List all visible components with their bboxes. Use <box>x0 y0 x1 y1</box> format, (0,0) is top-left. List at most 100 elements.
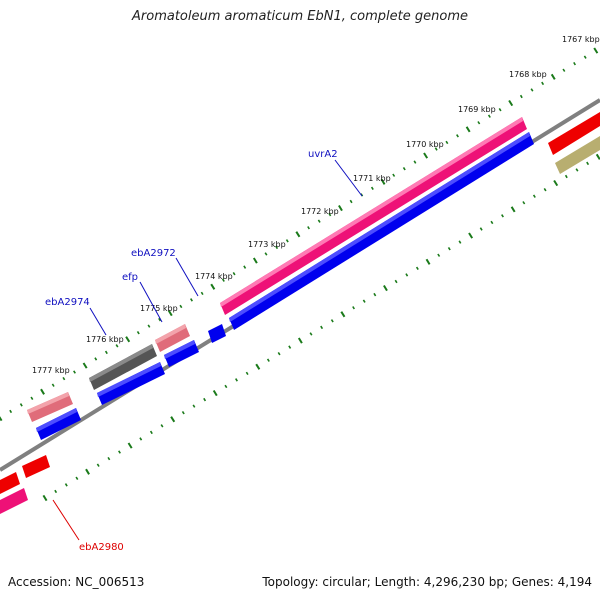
gene-uvrA2[interactable] <box>220 117 527 315</box>
inner-track-tick <box>160 424 164 428</box>
inner-track-tick <box>54 489 58 494</box>
tick-label: 1773 kbp <box>248 240 286 249</box>
inner-track-tick <box>224 384 228 389</box>
inner-track-tick <box>277 351 281 356</box>
outer-track-tick <box>434 147 438 151</box>
inner-track-tick <box>373 292 377 297</box>
gene-olive-top-right[interactable] <box>555 136 600 174</box>
inner-track-tick <box>458 240 462 244</box>
outer-track-tick <box>210 283 216 290</box>
outer-track-tick <box>295 231 301 238</box>
inner-track-tick <box>340 311 346 318</box>
outer-track-tick <box>380 178 386 185</box>
gene-magenta-edge[interactable] <box>0 488 28 514</box>
gene-blue-3[interactable] <box>97 362 165 405</box>
reverse-strand-genes <box>36 132 534 440</box>
callout-line-ebA2974 <box>89 307 107 336</box>
inner-track-tick <box>425 258 431 265</box>
inner-track-tick <box>564 174 568 179</box>
outer-track-tick <box>317 219 321 223</box>
outer-track-tick <box>104 350 108 355</box>
outer-track-tick <box>508 99 514 107</box>
outer-track-tick <box>498 107 502 112</box>
inner-track-tick <box>394 279 398 284</box>
gene-label-uvrA2[interactable]: uvrA2 <box>308 149 338 160</box>
outer-track-tick <box>413 160 417 164</box>
outer-track-tick <box>167 309 173 317</box>
inner-track-tick <box>297 337 303 344</box>
tick-label: 1772 kbp <box>301 207 339 216</box>
inner-track-tick <box>352 306 355 310</box>
gene-red-edge[interactable] <box>0 472 20 494</box>
gene-label-ebA2980[interactable]: ebA2980 <box>79 542 124 553</box>
gene-blue-4[interactable] <box>36 408 81 440</box>
gene-blue-4-shade <box>36 408 77 432</box>
inner-track-tick <box>362 299 366 303</box>
inner-track-tick <box>212 389 218 397</box>
gene-blue-2[interactable] <box>164 340 199 367</box>
inner-track-tick <box>255 363 261 370</box>
outer-track-tick <box>264 252 268 256</box>
outer-track-tick <box>285 239 289 243</box>
outer-track-tick <box>73 370 76 374</box>
inner-track-tick <box>309 332 313 336</box>
inner-tick-track <box>42 153 600 502</box>
outer-track-tick <box>530 88 534 92</box>
callout-line-ebA2980 <box>52 499 80 541</box>
outer-track-tick <box>94 357 98 361</box>
gene-label-ebA2972[interactable]: ebA2972 <box>131 248 176 259</box>
outer-track-tick <box>115 344 119 348</box>
tick-labels: 1767 kbp 1768 kbp 1769 kbp 1770 kbp 1771 kbp… <box>32 35 600 375</box>
outer-track-tick <box>392 173 396 177</box>
inner-track-tick <box>170 416 176 423</box>
gene-label-texts: uvrA2 ebA2972 efp ebA2974 ebA2980 <box>45 149 338 553</box>
inner-track-tick <box>75 476 79 481</box>
inner-track-tick <box>415 266 419 271</box>
inner-track-tick <box>553 179 559 187</box>
inner-track-tick <box>149 430 153 435</box>
gene-pink-left[interactable] <box>27 392 73 422</box>
gene-label-ebA2974[interactable]: ebA2974 <box>45 297 90 308</box>
outer-track-tick <box>573 62 576 66</box>
inner-track-tick <box>501 214 504 218</box>
outer-track-tick <box>328 212 332 217</box>
outer-track-tick <box>583 55 587 59</box>
gene-ebA2972[interactable] <box>155 324 190 352</box>
outer-track-tick <box>82 362 88 369</box>
inner-track-tick <box>139 437 143 441</box>
inner-track-tick <box>330 319 334 323</box>
gene-ebA2974[interactable] <box>89 344 157 390</box>
outer-track-tick <box>370 186 374 191</box>
outer-track-tick <box>232 271 236 276</box>
tick-label: 1767 kbp <box>562 35 600 44</box>
outer-track-tick <box>477 121 481 125</box>
tick-label: 1775 kbp <box>140 304 178 313</box>
genome-summary-text: Topology: circular; Length: 4,296,230 bp… <box>262 575 592 589</box>
inner-track-tick <box>510 206 516 213</box>
outer-track-tick <box>62 376 66 381</box>
gene-blue-2-shade <box>164 340 195 359</box>
inner-track-tick <box>288 345 292 349</box>
gene-pink-left-shade <box>27 392 69 414</box>
outer-track-tick <box>252 257 258 264</box>
outer-track-tick <box>158 317 162 322</box>
outer-track-tick <box>402 166 406 171</box>
gene-blue-long[interactable] <box>229 132 534 330</box>
gene-label-efp[interactable]: efp <box>122 272 138 283</box>
tick-label: 1770 kbp <box>406 140 444 149</box>
inner-track-tick <box>405 273 409 277</box>
inner-track-tick <box>320 325 324 330</box>
outer-tick-track <box>0 47 599 422</box>
outer-track-tick <box>0 416 3 422</box>
outer-track-tick <box>338 204 343 212</box>
gene-blue-small-1[interactable] <box>208 324 226 343</box>
outer-track-tick <box>179 304 183 309</box>
gene-blue-long-shade <box>229 132 530 322</box>
outer-track-tick <box>307 226 310 230</box>
inner-track-tick <box>522 201 526 205</box>
gene-uvrA2-shade <box>220 117 523 307</box>
gene-red-top-right[interactable] <box>548 112 600 155</box>
outer-track-tick <box>30 396 34 401</box>
inner-track-tick <box>42 494 48 502</box>
gene-red-bottom-left[interactable] <box>22 455 50 478</box>
